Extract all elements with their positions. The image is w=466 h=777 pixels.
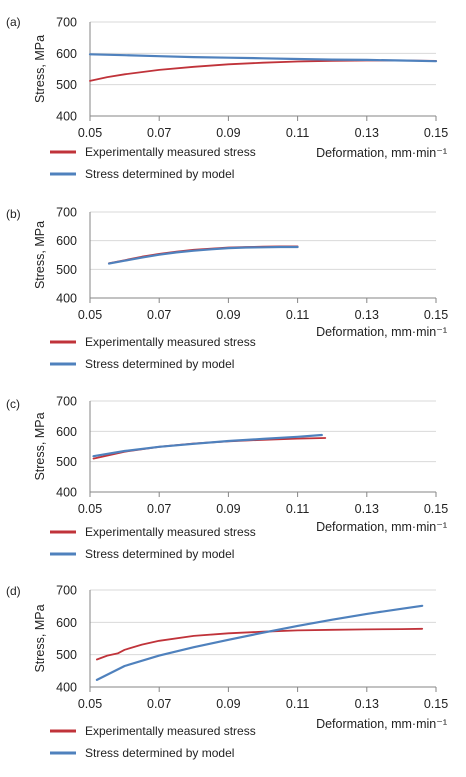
y-tick-label: 500 <box>56 78 77 92</box>
x-tick-label: 0.07 <box>147 697 171 711</box>
y-tick-label: 600 <box>56 425 77 439</box>
x-tick-label: 0.11 <box>286 308 309 322</box>
x-axis-title: Deformation, mm·min⁻¹ <box>316 717 447 731</box>
panel-label: (d) <box>6 584 21 598</box>
y-tick-label: 700 <box>56 206 77 220</box>
chart-panel-d: (d) 400 500 600 700 0.05 0.07 0.09 0.11 0.13 0.15… <box>0 575 466 772</box>
y-tick-label: 700 <box>56 584 77 598</box>
series-line-model <box>92 433 323 458</box>
chart-c-svg: 400 500 600 700 0.05 0.07 0.09 0.11 0.13 0.15 Stre… <box>33 395 448 562</box>
y-tick-label: 500 <box>56 263 77 277</box>
x-tick-label: 0.15 <box>424 308 448 322</box>
x-tick-label: 0.09 <box>216 126 240 140</box>
x-tick-label: 0.05 <box>78 697 102 711</box>
x-tick-label: 0.07 <box>147 126 171 140</box>
x-tick-label: 0.11 <box>286 126 309 140</box>
y-tick-label: 400 <box>56 486 77 500</box>
x-tick-label: 0.05 <box>78 126 102 140</box>
y-axis-title: Stress, MPa <box>33 604 47 672</box>
x-tick-label: 0.15 <box>424 126 448 140</box>
x-tick-label: 0.15 <box>424 697 448 711</box>
x-tick-label: 0.13 <box>355 502 379 516</box>
legend-label-experimental: Experimentally measured stress <box>85 145 256 159</box>
y-tick-label: 400 <box>56 110 77 124</box>
x-axis-title: Deformation, mm·min⁻¹ <box>316 146 447 160</box>
panel-label: (b) <box>6 207 21 221</box>
x-tick-label: 0.11 <box>286 502 309 516</box>
legend-label-model: Stress determined by model <box>85 357 234 371</box>
chart-panel-a: (a) 400 500 600 700 0.05 0.07 0.09 0.11 0.13 0.15… <box>0 0 466 192</box>
panel-label: (c) <box>6 397 20 411</box>
series-line-model <box>95 604 424 682</box>
y-axis-title: Stress, MPa <box>33 35 47 103</box>
x-axis-title: Deformation, mm·min⁻¹ <box>316 520 447 534</box>
x-tick-label: 0.13 <box>355 308 379 322</box>
series-line-experimental <box>92 437 327 460</box>
legend-label-model: Stress determined by model <box>85 547 234 561</box>
x-axis-title: Deformation, mm·min⁻¹ <box>316 325 447 339</box>
chart-panel-b: (b) 400 500 600 700 0.05 0.07 0.09 0.11 0.13 0.15… <box>0 195 466 385</box>
legend-label-experimental: Experimentally measured stress <box>85 724 256 738</box>
y-tick-label: 500 <box>56 455 77 469</box>
x-tick-label: 0.13 <box>355 697 379 711</box>
x-tick-label: 0.11 <box>286 697 309 711</box>
series-line-model <box>107 245 299 265</box>
y-tick-label: 600 <box>56 234 77 248</box>
chart-d-svg: 400 500 600 700 0.05 0.07 0.09 0.11 0.13 0.15 Stre… <box>33 584 448 761</box>
chart-a-svg: 400 500 600 700 0.05 0.07 0.09 0.11 0.13 0.15 Stre… <box>33 16 448 182</box>
x-tick-label: 0.09 <box>216 308 240 322</box>
x-tick-label: 0.07 <box>147 502 171 516</box>
y-tick-label: 400 <box>56 292 77 306</box>
y-axis-title: Stress, MPa <box>33 221 47 289</box>
series-line-experimental <box>96 627 424 661</box>
y-tick-label: 700 <box>56 16 77 30</box>
legend-label-experimental: Experimentally measured stress <box>85 525 256 539</box>
x-tick-label: 0.07 <box>147 308 171 322</box>
legend-label-model: Stress determined by model <box>85 746 234 760</box>
y-tick-label: 600 <box>56 616 77 630</box>
y-tick-label: 400 <box>56 681 77 695</box>
chart-panel-c: (c) 400 500 600 700 0.05 0.07 0.09 0.11 0.13 0.15… <box>0 385 466 575</box>
x-tick-label: 0.13 <box>355 126 379 140</box>
panel-label: (a) <box>6 15 21 29</box>
y-tick-label: 600 <box>56 47 77 61</box>
x-tick-label: 0.09 <box>216 697 240 711</box>
legend-label-experimental: Experimentally measured stress <box>85 335 256 349</box>
y-tick-label: 700 <box>56 395 77 409</box>
legend-label-model: Stress determined by model <box>85 167 234 181</box>
y-tick-label: 500 <box>56 648 77 662</box>
chart-b-svg: 400 500 600 700 0.05 0.07 0.09 0.11 0.13 0.15 Stre… <box>33 206 448 372</box>
x-tick-label: 0.15 <box>424 502 448 516</box>
y-axis-title: Stress, MPa <box>33 412 47 480</box>
x-tick-label: 0.05 <box>78 502 102 516</box>
x-tick-label: 0.09 <box>216 502 240 516</box>
x-tick-label: 0.05 <box>78 308 102 322</box>
series-line-model <box>88 53 438 63</box>
series-line-experimental <box>89 59 437 82</box>
